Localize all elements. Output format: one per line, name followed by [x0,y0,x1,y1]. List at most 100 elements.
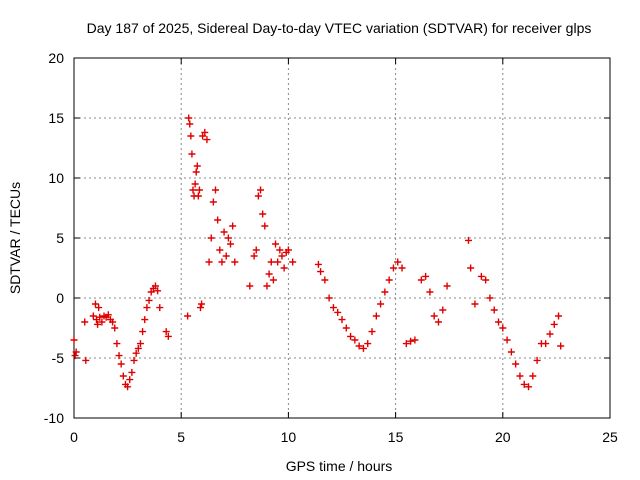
data-point [338,316,346,324]
axis-ticks: 0 5 10 15 20 25 -10 -5 0 5 10 15 20 [44,50,618,445]
data-point [486,294,494,302]
data-point [194,192,202,200]
data-point [189,186,197,194]
data-point [529,372,537,380]
data-point [151,282,159,290]
data-point [132,349,140,357]
data-point [533,356,541,364]
data-point [82,356,90,364]
data-point [252,246,260,254]
data-point [141,316,149,324]
data-point [70,336,78,344]
data-point [89,312,97,320]
data-point [503,336,511,344]
data-point [231,258,239,266]
data-point [555,312,563,320]
data-point [422,272,430,280]
data-point [198,300,206,308]
data-point [385,276,393,284]
data-point [193,162,201,170]
data-point [164,332,172,340]
data-point [334,308,342,316]
data-point [317,268,325,276]
data-point [272,240,280,248]
data-point [490,306,498,314]
data-point [512,360,520,368]
data-point [119,372,127,380]
data-point [136,340,144,348]
data-point [394,258,402,266]
data-point [134,344,142,352]
data-point [145,296,153,304]
data-point [250,252,258,260]
data-point [381,288,389,296]
data-point [507,348,515,356]
data-point [186,120,194,128]
y-tick-label: 10 [48,170,64,186]
data-point [154,287,162,295]
data-point [464,236,472,244]
chart-title: Day 187 of 2025, Sidereal Day-to-day VTE… [87,20,592,36]
data-point [269,276,277,284]
data-point [267,258,275,266]
data-point [329,304,337,312]
data-point [246,282,254,290]
data-point [187,132,195,140]
data-point [263,282,271,290]
data-point [209,198,217,206]
data-point [471,300,479,308]
data-point [95,304,103,312]
data-point [314,260,322,268]
y-tick-label: 5 [56,230,64,246]
data-point [347,332,355,340]
data-point [111,324,119,332]
data-point [325,294,333,302]
data-point [201,128,209,136]
data-point [124,383,132,391]
data-point [257,186,265,194]
data-point [185,114,193,122]
data-point [389,264,397,272]
data-point [557,342,565,350]
y-axis-label: SDTVAR / TECUs [7,182,23,294]
y-tick-label: -5 [52,350,65,366]
data-point [128,368,136,376]
data-point [499,324,507,332]
data-point [377,300,385,308]
data-point [321,276,329,284]
data-point [117,360,125,368]
y-tick-label: 20 [48,50,64,66]
data-point [274,258,282,266]
data-points [70,114,565,391]
data-point [147,288,155,296]
data-point [162,328,170,336]
grid [74,58,610,418]
data-point [525,383,533,391]
data-point [222,252,230,260]
data-point [115,352,123,360]
data-point [195,186,203,194]
data-point [355,342,363,350]
data-point [276,246,284,254]
data-point [477,272,485,280]
data-point [220,228,228,236]
y-tick-label: -10 [44,410,64,426]
data-point [495,318,503,326]
data-point [261,222,269,230]
data-point [196,304,204,312]
data-point [372,312,380,320]
data-point [218,258,226,266]
data-point [482,276,490,284]
data-point [216,246,224,254]
data-point [203,136,211,144]
y-tick-label: 15 [48,110,64,126]
data-point [143,304,151,312]
data-point [550,320,558,328]
data-point [192,168,200,176]
data-point [109,318,117,326]
data-point [188,150,196,158]
data-point [98,318,106,326]
data-point [91,300,99,308]
data-point [71,352,79,360]
